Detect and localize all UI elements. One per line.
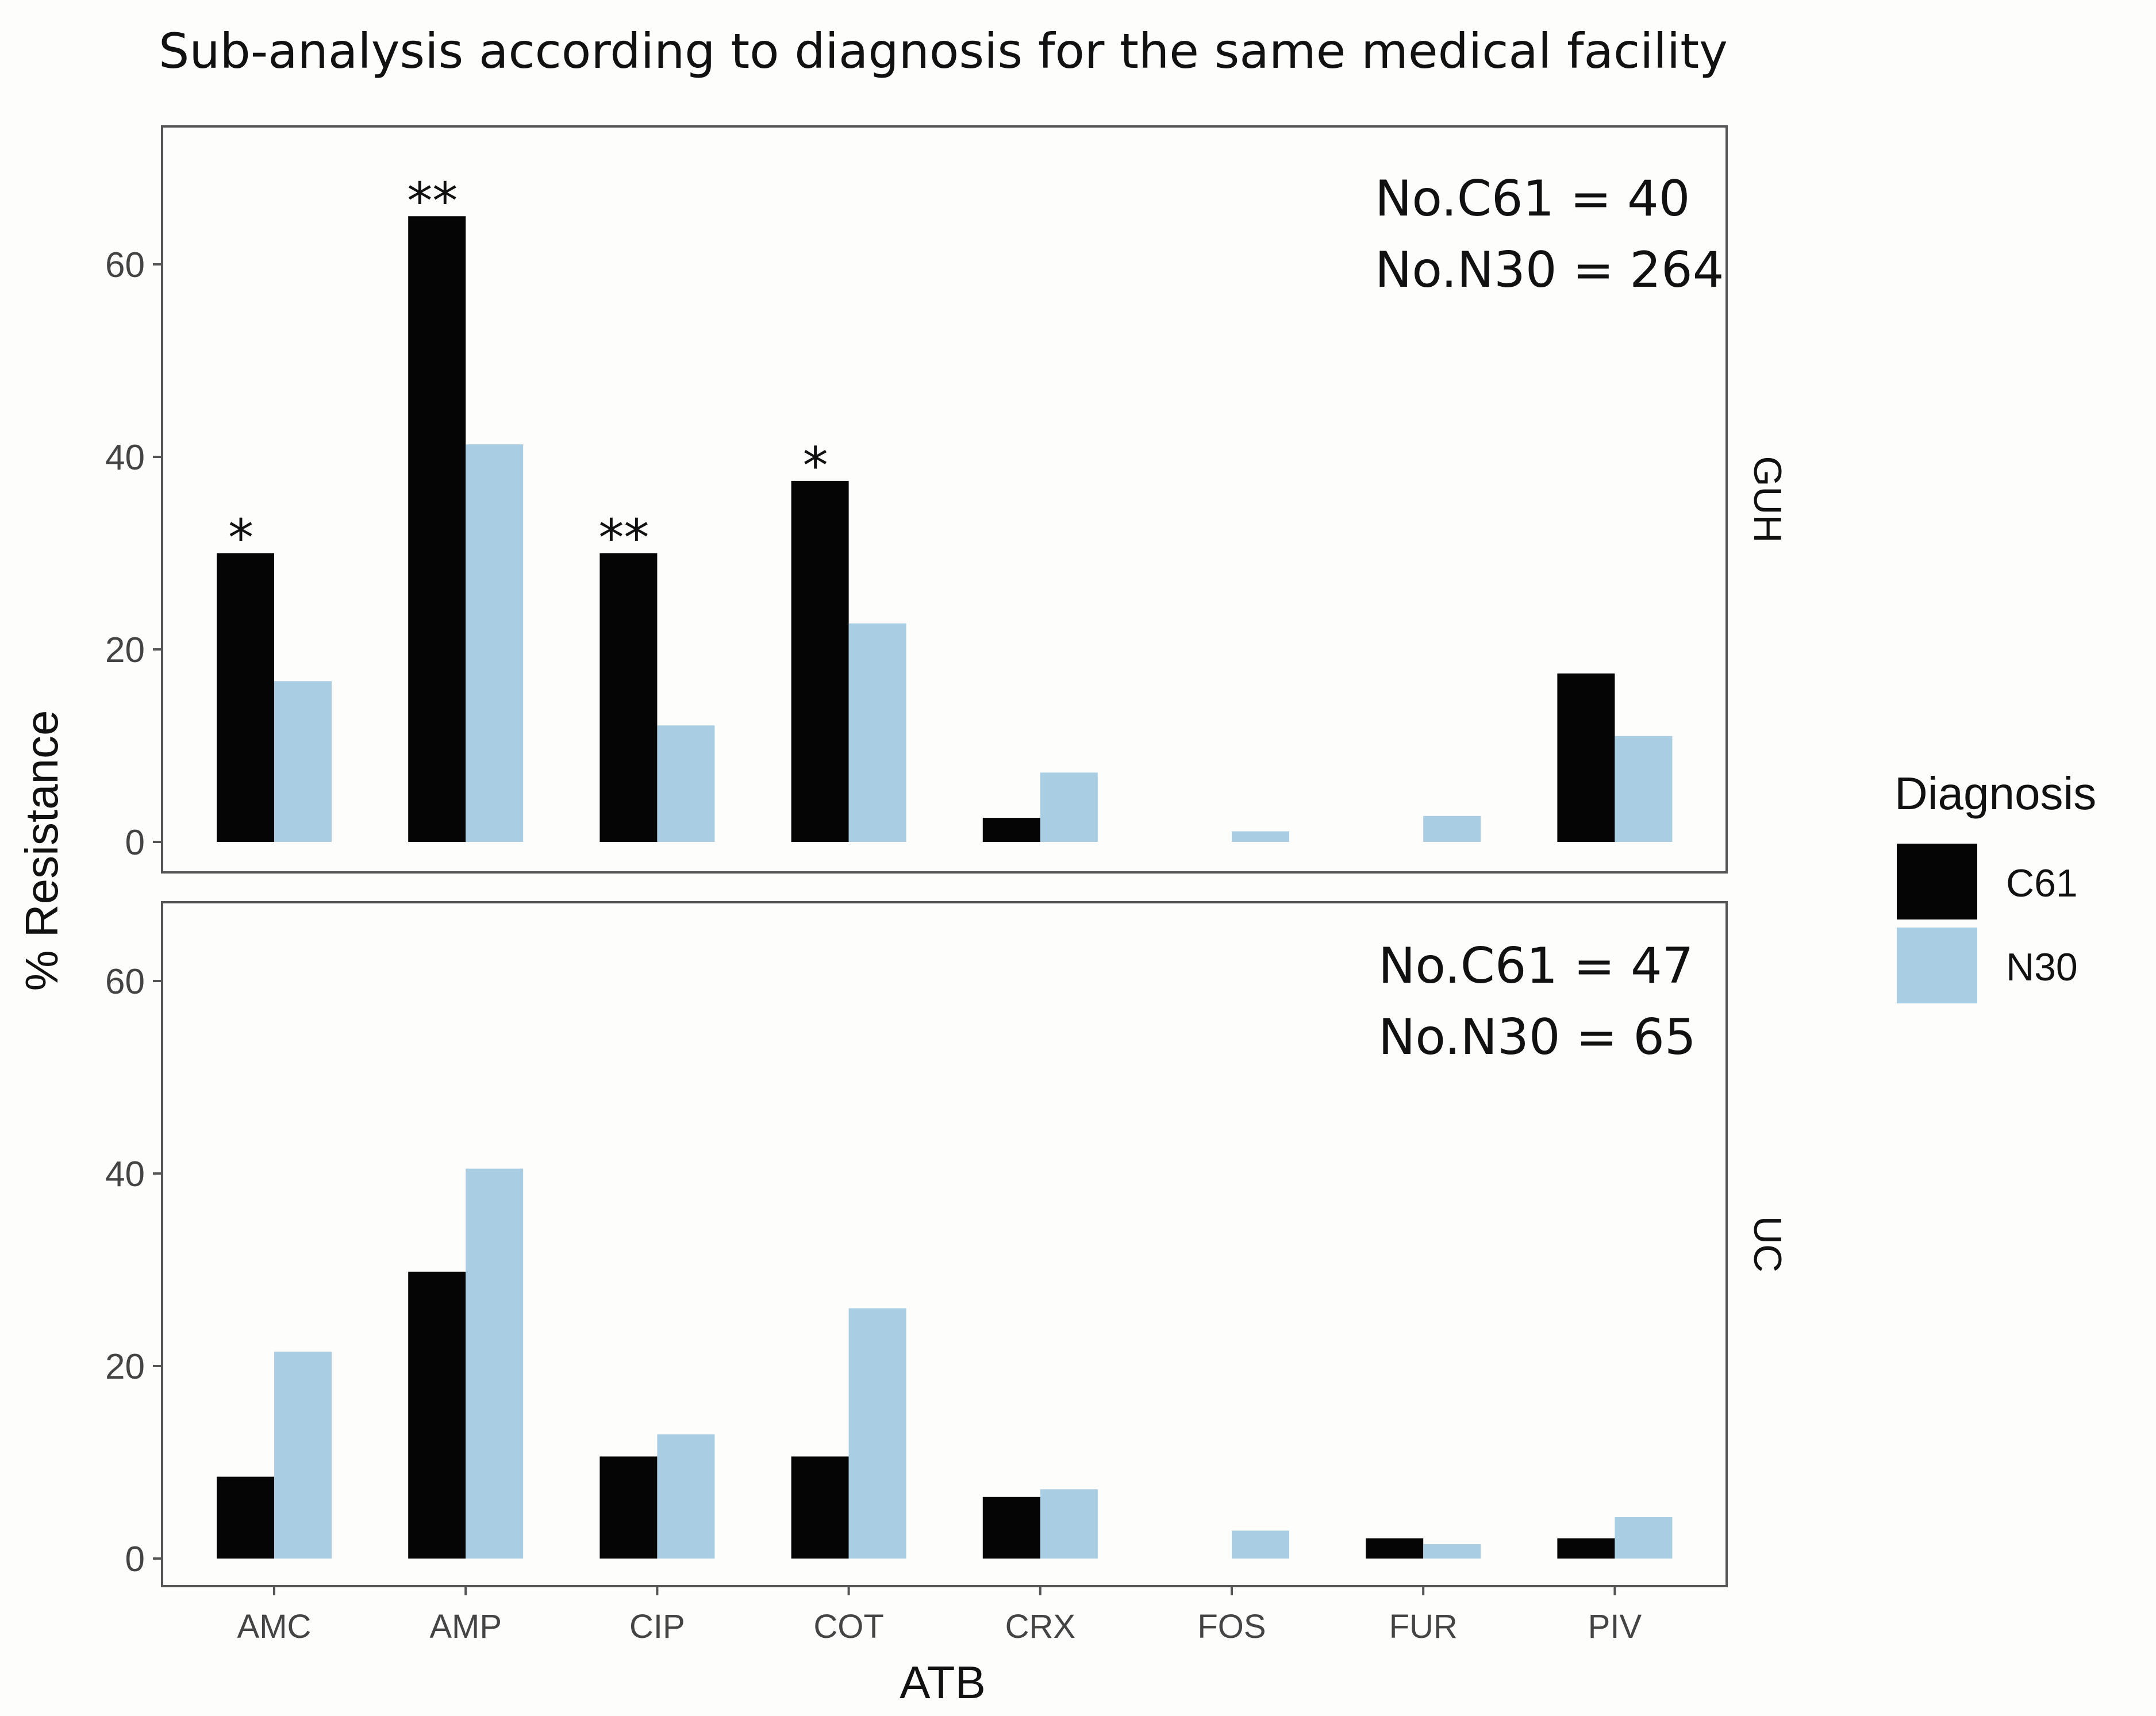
sample-size-annotation: No.N30 = 65: [1378, 1009, 1696, 1066]
bar-c61-cip: [599, 553, 658, 842]
bar-c61-fur: [1366, 1538, 1424, 1559]
bar-n30-fos: [1232, 1530, 1289, 1559]
bar-c61-cot: [791, 480, 849, 842]
bar-n30-amc: [274, 1351, 332, 1559]
facet-strip-label: GUH: [1746, 456, 1789, 542]
bar-c61-amc: [217, 1476, 274, 1559]
facet-uc: UC 0 20 40 60 No.C61 = 47 No.N30 = 65: [105, 901, 1789, 1587]
y-tick-label: 20: [105, 1347, 145, 1387]
bar-n30-cip: [657, 1434, 715, 1559]
bar-n30-fos: [1232, 831, 1289, 842]
x-axis-label: ATB: [900, 1657, 986, 1708]
legend-swatch-c61: [1897, 844, 1977, 919]
significance-marker: **: [407, 171, 458, 230]
bar-c61-piv: [1557, 1538, 1615, 1559]
x-tick-label: FOS: [1197, 1608, 1266, 1645]
x-tick-label: COT: [813, 1608, 883, 1645]
x-tick-label: FUR: [1389, 1608, 1458, 1645]
x-tick-label: PIV: [1588, 1608, 1642, 1645]
bar-n30-amp: [466, 1168, 524, 1559]
bar-c61-crx: [982, 1496, 1040, 1559]
y-tick-label: 60: [105, 962, 145, 1002]
bar-c61-cip: [599, 1456, 658, 1559]
panel-border: [161, 125, 1728, 874]
bar-c61-cot: [791, 1456, 849, 1559]
sample-size-annotation: No.C61 = 47: [1378, 937, 1693, 995]
y-axis-label: % Resistance: [16, 710, 67, 991]
bar-c61-amp: [408, 216, 466, 842]
x-tick-label: CIP: [629, 1608, 685, 1645]
significance-marker: *: [803, 436, 828, 495]
bar-n30-crx: [1040, 772, 1098, 842]
bar-n30-piv: [1615, 1517, 1673, 1559]
bar-n30-piv: [1615, 736, 1673, 842]
bar-c61-amp: [408, 1271, 466, 1559]
legend: Diagnosis C61 N30: [1894, 768, 2096, 1003]
facet-strip-label: UC: [1746, 1216, 1789, 1272]
x-tick-label: CRX: [1005, 1608, 1075, 1645]
bar-n30-crx: [1040, 1489, 1098, 1559]
y-tick-label: 0: [125, 823, 145, 863]
legend-label-n30: N30: [2006, 945, 2078, 989]
bar-n30-fur: [1423, 815, 1481, 842]
significance-marker: *: [228, 509, 253, 568]
x-tick-label: AMP: [429, 1608, 502, 1645]
bar-n30-amc: [274, 681, 332, 842]
sample-size-annotation: No.C61 = 40: [1375, 170, 1690, 228]
bar-c61-crx: [982, 818, 1040, 842]
y-tick-label: 40: [105, 1155, 145, 1194]
bar-c61-piv: [1557, 673, 1615, 842]
legend-title: Diagnosis: [1894, 768, 2096, 819]
legend-swatch-n30: [1897, 928, 1977, 1003]
significance-marker: **: [598, 509, 649, 568]
y-tick-label: 0: [125, 1540, 145, 1579]
legend-label-c61: C61: [2006, 861, 2078, 905]
sample-size-annotation: No.N30 = 264: [1375, 241, 1724, 299]
bar-n30-cot: [848, 623, 906, 842]
y-tick-label: 60: [105, 245, 145, 285]
bar-n30-fur: [1423, 1544, 1481, 1559]
panel-border: [161, 901, 1728, 1587]
bar-n30-cot: [848, 1308, 906, 1559]
bar-n30-cip: [657, 725, 715, 842]
x-tick-label: AMC: [237, 1608, 312, 1645]
bar-n30-amp: [466, 444, 524, 842]
bar-c61-amc: [217, 553, 274, 842]
chart-title: Sub-analysis according to diagnosis for …: [159, 23, 1728, 79]
y-tick-label: 20: [105, 630, 145, 670]
y-tick-label: 40: [105, 438, 145, 478]
